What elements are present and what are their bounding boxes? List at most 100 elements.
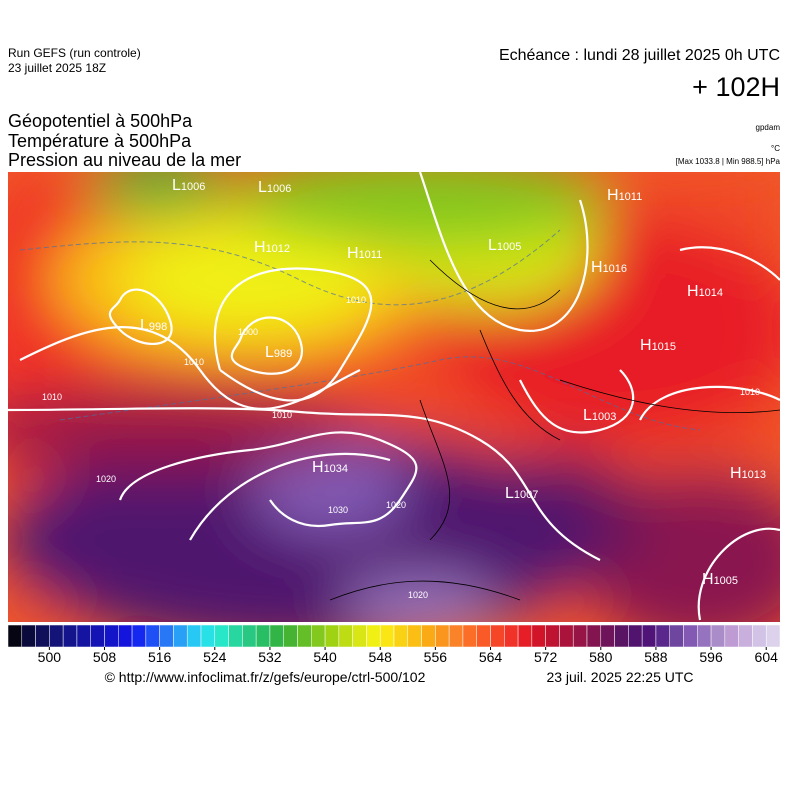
- run-date: 23 juillet 2025 18Z: [8, 61, 106, 75]
- colorbar-swatch: [214, 624, 229, 648]
- colorbar-swatch: [641, 624, 657, 648]
- colorbar-tick-label: 580: [589, 649, 613, 665]
- colorbar-tick-label: 588: [644, 649, 668, 665]
- colorbar-swatch: [683, 624, 698, 648]
- pressure-center: L989: [265, 344, 292, 361]
- isobar-label: 1010: [184, 357, 204, 367]
- colorbar-swatch: [242, 624, 257, 648]
- colorbar-swatch: [697, 624, 712, 648]
- timestamp: 23 juil. 2025 22:25 UTC: [546, 669, 693, 685]
- colorbar-tick-label: 572: [534, 649, 558, 665]
- colorbar-swatch: [104, 624, 119, 648]
- colorbar-swatch: [669, 624, 684, 648]
- pressure-center: H1015: [640, 337, 676, 354]
- colorbar-swatch: [628, 624, 643, 648]
- colorbar-swatch: [49, 624, 64, 648]
- colorbar-swatch: [752, 624, 767, 648]
- colorbar-tick-label: 596: [699, 649, 723, 665]
- map: L1006 L1006 H1011 H1012 H1011 L1005 H101…: [8, 172, 780, 622]
- colorbar-swatch: [311, 624, 326, 648]
- colorbar-swatch: [407, 624, 422, 648]
- colorbar-swatch: [186, 624, 202, 648]
- colorbar-swatch: [710, 624, 726, 648]
- colorbar-swatch: [379, 624, 395, 648]
- colorbar-swatch: [448, 624, 464, 648]
- isobar-label: 1010: [346, 295, 366, 305]
- pressure-center: L1006: [172, 177, 205, 194]
- colorbar-swatch: [283, 624, 298, 648]
- isobar-label: 1030: [328, 505, 348, 515]
- pressure-center: H1014: [687, 283, 723, 300]
- colorbar-swatch: [545, 624, 560, 648]
- colorbar-swatch: [366, 624, 381, 648]
- colorbar-swatch: [531, 624, 546, 648]
- isobar-label: 1010: [272, 410, 292, 420]
- colorbar-swatch: [655, 624, 670, 648]
- colorbar-swatch: [352, 624, 367, 648]
- pressure-center: H1011: [347, 245, 382, 262]
- pressure-center: H1005: [702, 571, 738, 588]
- colorbar-swatch: [173, 624, 188, 648]
- colorbar-swatch: [62, 624, 78, 648]
- colorbar-tick-label: 516: [148, 649, 172, 665]
- colorbar-tick-label: 604: [755, 649, 779, 665]
- colorbar-swatch: [435, 624, 450, 648]
- run-label: Run GEFS (run controle): [8, 46, 141, 60]
- colorbar-swatch: [35, 624, 50, 648]
- isobar-label: 1020: [96, 474, 116, 484]
- colorbar-tick-label: 508: [93, 649, 117, 665]
- colorbar-tick-label: 540: [313, 649, 337, 665]
- colorbar-swatch: [269, 624, 284, 648]
- colorbar-swatch: [462, 624, 477, 648]
- colorbar-swatch: [421, 624, 436, 648]
- colorbar-swatch: [338, 624, 353, 648]
- colorbar-swatch: [7, 624, 23, 648]
- unit-label: gpdam: [756, 123, 781, 132]
- colorbar-swatch: [600, 624, 615, 648]
- unit-label: [Max 1033.8 | Min 988.5] hPa: [676, 157, 781, 166]
- pressure-center: L1005: [488, 237, 521, 254]
- colorbar-swatch: [228, 624, 243, 648]
- colorbar-swatch: [131, 624, 147, 648]
- unit-label: °C: [771, 144, 780, 153]
- colorbar-swatch: [255, 624, 271, 648]
- colorbar-swatch: [517, 624, 533, 648]
- colorbar-swatch: [21, 624, 36, 648]
- colorbar-swatch: [765, 624, 781, 648]
- colorbar-swatch: [738, 624, 753, 648]
- echeance: Echéance : lundi 28 juillet 2025 0h UTC: [499, 47, 780, 64]
- colorbar-tick-label: 524: [203, 649, 227, 665]
- colorbar-swatch: [76, 624, 91, 648]
- colorbar: 500 508 516 524 532 540 548 556 564 572 580 588 596 6…: [7, 624, 781, 665]
- isobar-label: 1010: [42, 392, 62, 402]
- colorbar-swatch: [159, 624, 174, 648]
- colorbar-swatch: [586, 624, 602, 648]
- pressure-center: H1016: [591, 259, 627, 276]
- colorbar-swatch: [297, 624, 312, 648]
- lead-time: + 102H: [692, 72, 780, 102]
- colorbar-swatch: [559, 624, 574, 648]
- colorbar-swatch: [90, 624, 105, 648]
- colorbar-swatch: [393, 624, 409, 648]
- colorbar-tick-label: 500: [38, 649, 62, 665]
- colorbar-swatch: [572, 624, 588, 648]
- pressure-center: L1007: [505, 485, 538, 502]
- colorbar-swatch: [490, 624, 505, 648]
- colorbar-tick-label: 556: [424, 649, 448, 665]
- pressure-center: H1013: [730, 465, 766, 482]
- source: © http://www.infoclimat.fr/z/gefs/europe…: [105, 669, 426, 685]
- colorbar-swatch: [200, 624, 216, 648]
- isobar-label: 1020: [408, 590, 428, 600]
- colorbar-tick-label: 564: [479, 649, 503, 665]
- pressure-center: H1011: [607, 187, 642, 204]
- isobar-label: 1000: [238, 327, 258, 337]
- colorbar-swatch: [118, 624, 133, 648]
- colorbar-tick-label: 532: [258, 649, 282, 665]
- pressure-center: L998: [140, 317, 167, 334]
- param-label: Géopotentiel à 500hPa: [8, 111, 193, 131]
- isobar-label: 1010: [740, 387, 760, 397]
- param-label: Température à 500hPa: [8, 131, 192, 151]
- pressure-center: H1034: [312, 459, 348, 476]
